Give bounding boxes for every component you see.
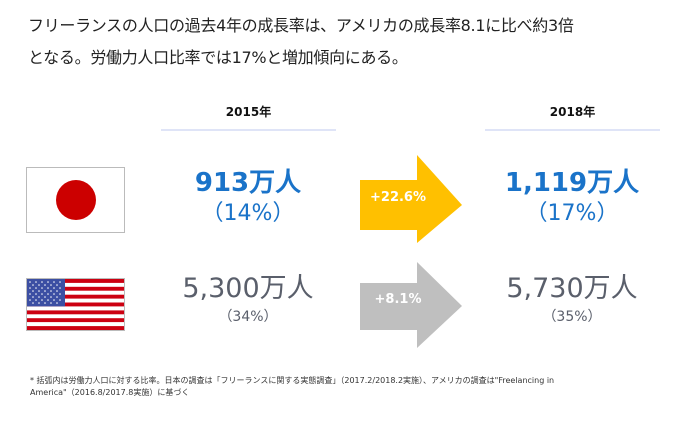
headline-line-1: フリーランスの人口の過去4年の成長率は、アメリカの成長率8.1に比べ約3倍	[28, 16, 574, 35]
footnote: * 括弧内は労働力人口に対する比率。日本の調査は「フリーランスに関する実態調査」…	[30, 375, 554, 399]
arrow-right-icon	[360, 262, 462, 348]
usa-2015-value: 5,300万人 （34%）	[148, 272, 348, 328]
column-divider-2015	[161, 129, 336, 131]
japan-2015-ratio: （14%）	[201, 201, 295, 226]
column-header-2015: 2015年	[225, 105, 272, 119]
usa-2018-ratio: （35%）	[542, 309, 602, 325]
usa-2018-population: 5,730万人	[506, 273, 638, 304]
column-divider-2018	[485, 129, 660, 131]
japan-2018-population: 1,119万人	[504, 168, 640, 198]
usa-2015-population: 5,300万人	[182, 273, 314, 304]
japan-2015-value: 913万人 （14%）	[148, 166, 348, 228]
usa-growth-rate: +8.1%	[374, 292, 422, 307]
arrow-right-icon	[360, 155, 462, 243]
usa-2018-value: 5,730万人 （35%）	[472, 272, 672, 328]
headline-line-2: となる。労働力人口比率では17%と増加傾向にある。	[28, 48, 408, 67]
japan-growth-arrow: +22.6%	[360, 155, 464, 243]
usa-growth-arrow: +8.1%	[360, 262, 464, 348]
japan-2018-ratio: （17%）	[525, 201, 619, 226]
japan-2015-population: 913万人	[194, 168, 302, 198]
usa-flag-icon	[26, 278, 125, 331]
footnote-line-1: * 括弧内は労働力人口に対する比率。日本の調査は「フリーランスに関する実態調査」…	[30, 376, 555, 385]
japan-growth-rate: +22.6%	[370, 190, 426, 205]
usa-flag-graphic	[27, 279, 124, 330]
japan-flag-sun	[56, 180, 96, 220]
japan-2018-value: 1,119万人 （17%）	[472, 166, 672, 228]
column-header-2018: 2018年	[549, 105, 596, 119]
headline: フリーランスの人口の過去4年の成長率は、アメリカの成長率8.1に比べ約3倍 とな…	[28, 10, 574, 74]
footnote-line-2: America"（2016.8/2017.8実施）に基づく	[30, 388, 190, 397]
usa-2015-ratio: （34%）	[218, 309, 278, 325]
japan-flag-icon	[26, 167, 125, 233]
